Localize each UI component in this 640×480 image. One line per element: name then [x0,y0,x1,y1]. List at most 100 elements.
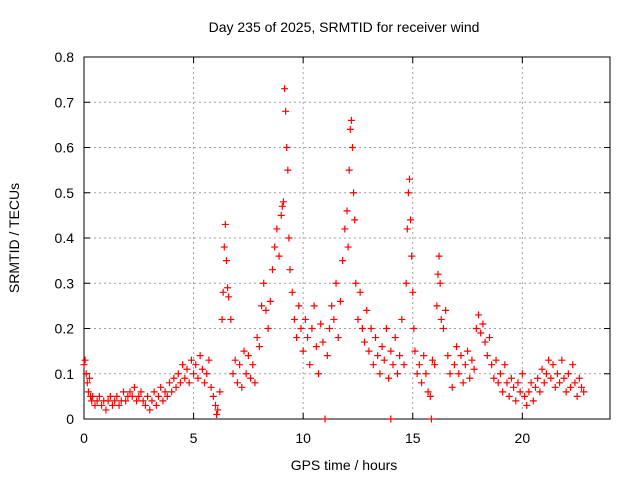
data-point [212,401,219,409]
data-point [514,379,522,387]
data-point [89,392,97,400]
data-point [222,257,230,265]
data-point [315,370,323,378]
data-point [376,370,384,378]
data-point [255,343,263,351]
data-point [389,361,397,369]
data-point [323,352,331,360]
data-point [297,325,305,332]
data-point [387,347,395,355]
data-point [242,370,250,378]
y-tick-label: 0.2 [55,321,75,337]
data-point [198,365,206,373]
data-point [531,383,539,391]
data-point [146,406,154,414]
data-point [573,392,581,400]
data-point [218,315,226,323]
data-point [345,166,353,174]
data-point [558,356,566,364]
data-point [455,370,463,378]
data-point [273,225,281,233]
data-point [122,397,130,405]
data-point [339,257,347,265]
data-point [268,266,276,274]
data-point [192,361,200,369]
data-point [444,352,452,360]
data-point [277,211,285,219]
data-point [398,315,406,323]
data-point [190,370,198,378]
data-point [347,116,355,124]
data-point [485,334,493,342]
data-point [580,388,588,396]
data-point [351,216,359,224]
data-point [477,329,485,337]
data-point [358,325,366,332]
data-point [334,334,342,342]
data-point [213,410,221,418]
data-point [214,406,222,414]
data-point [475,311,482,319]
data-point [448,383,456,391]
data-point [516,388,524,396]
data-point [382,325,390,332]
data-point [183,365,191,373]
data-point [488,361,496,369]
data-point [391,334,399,342]
y-tick-label: 0.4 [55,230,75,246]
data-point [174,370,182,378]
x-tick-label: 10 [295,430,311,446]
data-point [468,356,476,364]
data-point [453,343,461,351]
data-point [266,297,274,305]
data-point [141,401,149,409]
data-point [283,144,291,151]
data-point [170,374,178,382]
data-point [236,361,244,369]
data-point [549,361,557,369]
data-point [227,315,235,323]
data-point [540,379,548,387]
y-axis-label: SRMTID / TECUs [6,183,22,293]
data-point [424,388,432,396]
data-point [201,379,209,387]
data-point [260,279,268,287]
axis-ticks: 0 0.1 0.2 0.3 0.4 0.5 0.6 0.7 0.8 0 5 10 15 20 [55,49,610,446]
data-point [319,338,327,346]
data-point [341,225,349,233]
data-point [450,361,458,369]
data-point [209,392,217,400]
data-point [402,279,410,287]
data-point [472,325,480,332]
data-point [181,374,189,382]
data-point [279,198,287,206]
data-point [527,379,535,387]
data-point [278,202,286,210]
data-point [224,284,232,292]
data-point [325,325,333,332]
data-point [119,388,127,396]
data-point [578,383,586,391]
data-point [157,383,165,391]
data-point [428,356,436,364]
data-point [439,325,447,332]
data-point [219,288,227,296]
data-point [304,334,312,342]
data-point [336,297,344,305]
data-point [407,216,415,224]
data-point [396,352,404,360]
data-point [288,288,296,296]
data-point [196,352,204,360]
data-point [271,243,279,251]
data-point [207,383,215,391]
data-point [556,379,564,387]
data-point [225,293,233,301]
data-point [113,392,121,400]
data-point [203,370,211,378]
data-point [536,388,544,396]
data-point [479,320,487,328]
data-point [308,325,316,332]
data-point [494,379,502,387]
data-point [490,374,498,382]
data-point [385,374,393,382]
